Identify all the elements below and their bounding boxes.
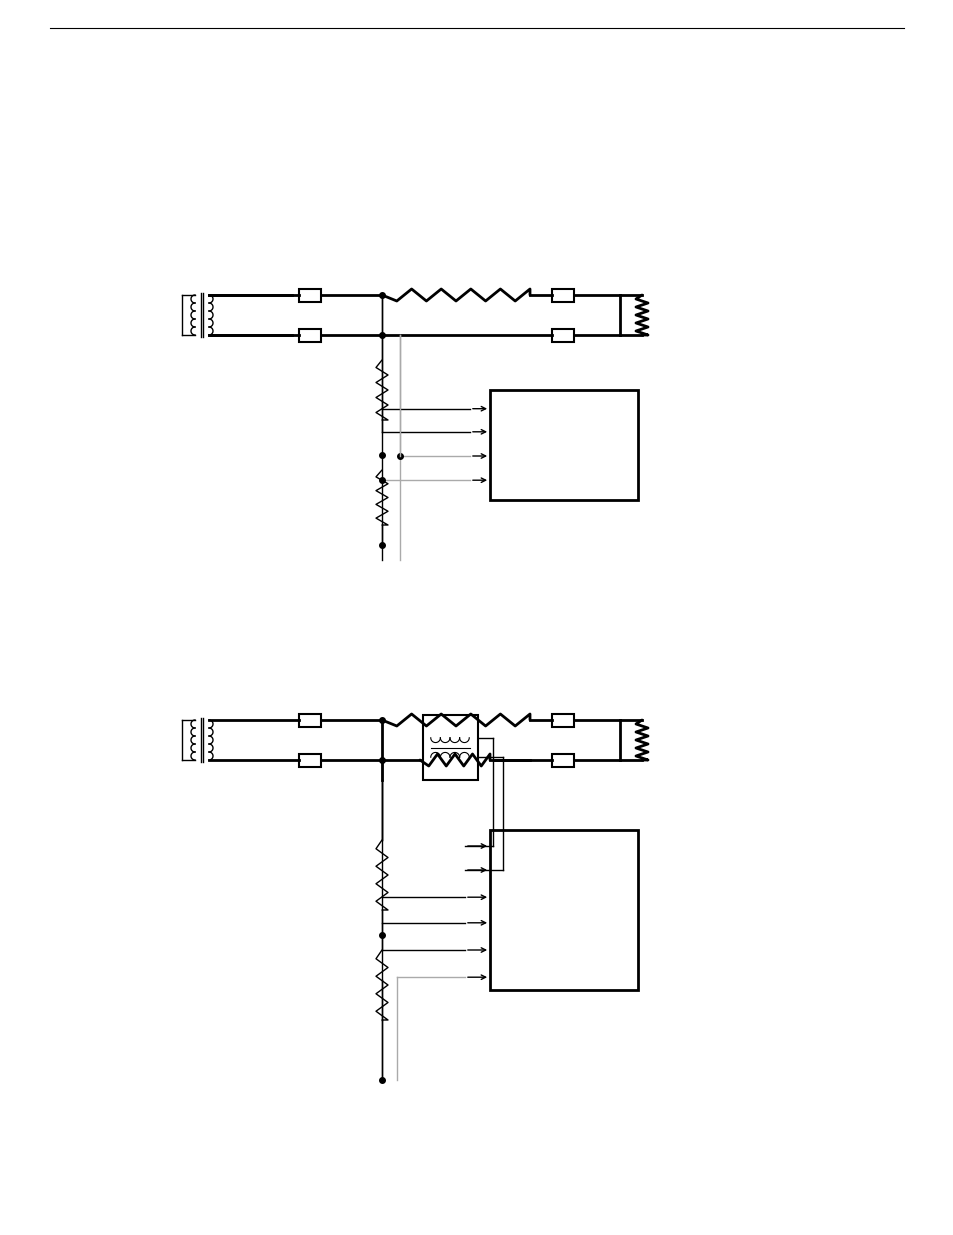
Bar	[552, 289, 574, 301]
Bar	[552, 753, 574, 767]
Bar	[490, 390, 638, 500]
Bar	[552, 714, 574, 726]
Bar	[298, 753, 320, 767]
Bar	[552, 329, 574, 342]
Bar	[298, 714, 320, 726]
Bar	[298, 289, 320, 301]
Bar	[298, 329, 320, 342]
Bar	[490, 830, 638, 990]
Bar	[422, 715, 477, 781]
